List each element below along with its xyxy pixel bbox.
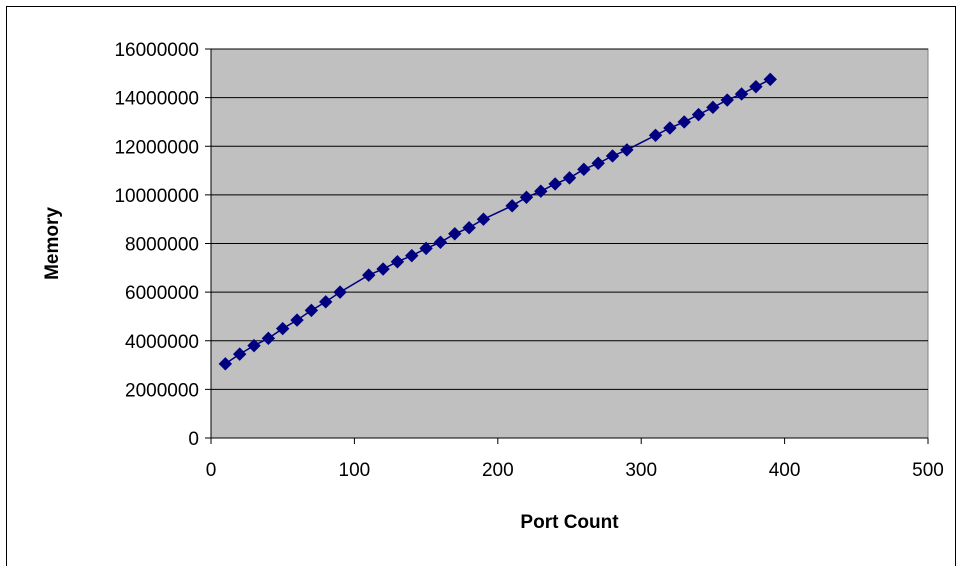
data-point-marker (319, 295, 333, 309)
data-point-marker (505, 199, 519, 213)
data-point-marker (462, 220, 476, 235)
y-tick-label: 2000000 (125, 380, 199, 401)
y-tick-label: 8000000 (125, 235, 199, 256)
data-point-marker (476, 212, 491, 226)
data-point-marker (433, 235, 448, 249)
data-point-marker (232, 347, 247, 361)
y-tick-label: 16000000 (114, 40, 199, 61)
data-point-marker (376, 262, 390, 276)
y-axis-title: Memory (42, 207, 63, 280)
data-point-marker (663, 121, 677, 135)
data-point-marker (247, 338, 261, 353)
x-tick-label: 300 (625, 460, 657, 481)
y-tick-label: 6000000 (125, 283, 199, 304)
y-tick-label: 4000000 (125, 332, 199, 353)
x-axis-title: Port Count (520, 512, 619, 533)
data-point-marker (620, 143, 634, 157)
data-point-marker (648, 128, 663, 143)
data-point-marker (677, 115, 691, 129)
y-tick-label: 0 (188, 429, 199, 450)
data-point-marker (749, 79, 763, 94)
data-point-marker (763, 72, 777, 87)
data-point-marker (734, 87, 749, 101)
data-point-marker (691, 107, 706, 122)
x-tick-label: 200 (482, 460, 514, 481)
y-tick-label: 10000000 (114, 186, 199, 207)
data-point-marker (218, 357, 233, 371)
data-point-marker (275, 321, 290, 336)
data-point-marker (448, 227, 462, 241)
data-point-marker (534, 184, 548, 198)
x-tick-label: 400 (769, 460, 801, 481)
data-point-marker (548, 177, 562, 191)
data-point-marker (605, 149, 620, 163)
data-point-marker (577, 162, 591, 177)
data-point-marker (706, 100, 720, 115)
x-tick-label: 500 (912, 460, 944, 481)
data-point-marker (390, 255, 405, 269)
data-point-marker (720, 93, 734, 107)
data-point-marker (419, 241, 433, 256)
y-axis-ticks: 0 2000000 4000000 6000000 8000000 10000000 120… (114, 40, 211, 450)
x-tick-label: 0 (206, 460, 217, 481)
gridlines (211, 48, 928, 390)
data-point-marker (290, 313, 304, 327)
x-tick-label: 100 (339, 460, 371, 481)
data-point-marker (261, 331, 276, 346)
y-tick-label: 14000000 (114, 89, 199, 110)
data-point-marker (562, 171, 577, 185)
data-point-marker (519, 190, 534, 205)
series-group (218, 72, 777, 371)
y-tick-label: 12000000 (114, 137, 199, 158)
chart-frame (6, 6, 956, 566)
data-point-marker (304, 303, 319, 318)
x-axis-ticks: 0 100 200 300 400 500 (206, 438, 944, 481)
data-point-marker (405, 248, 419, 263)
data-point-marker (333, 285, 347, 299)
data-point-marker (591, 156, 605, 170)
data-point-marker (362, 268, 376, 282)
